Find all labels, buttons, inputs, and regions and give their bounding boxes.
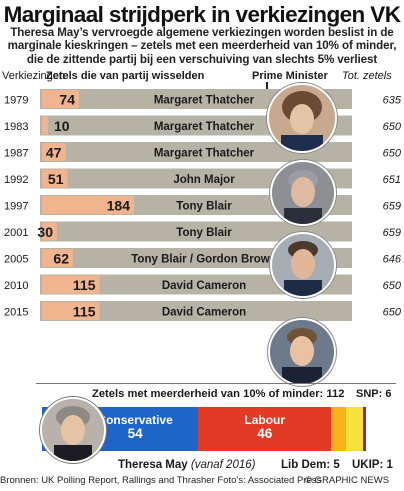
marginal-label: Zetels met meerderheid van 10% of minder… [92,388,344,400]
libdem-value: 5 [333,459,340,471]
bar [42,302,100,320]
pm-label: Margaret Thatcher [154,148,255,160]
year-label: 2005 [4,254,28,266]
libdem-label-text: Lib Dem: [281,459,331,471]
total-label: 650 [383,280,402,292]
header-prime-minister: Prime Minister [252,70,328,82]
value-label: 115 [73,277,96,293]
total-label: 650 [383,121,402,133]
total-label: 659 [383,227,401,239]
value-label: 74 [59,92,75,108]
value-label: 184 [107,198,131,214]
value-label: 30 [37,224,53,240]
theresa-may-since: (vanaf 2016) [190,459,256,471]
source-note: Bronnen: UK Polling Report, Rallings and… [0,475,322,486]
segment-snp [345,407,364,451]
marginal-label-text: Zetels met meerderheid van 10% of minder… [92,388,324,400]
value-label: 10 [54,118,70,134]
pm-label: Tony Blair [176,227,232,239]
total-label: 650 [383,307,402,319]
bar [42,249,73,267]
pm-label: Margaret Thatcher [154,121,255,133]
total-label: 651 [383,174,401,186]
pm-label: John Major [173,174,235,186]
subtitle-line: marginale kieskringen – zetels met een m… [7,39,397,53]
total-label: 646 [383,254,402,266]
theresa-may-portrait [40,397,106,463]
bar-track [40,301,352,321]
pm-label: David Cameron [162,307,246,319]
segment-seats: 46 [257,426,273,441]
segment-party: Labour [244,413,286,427]
year-label: 1987 [4,148,28,160]
pm-label: Margaret Thatcher [154,95,255,107]
segment-label: Conservative 54 [42,413,198,441]
bar [42,116,48,135]
pm-label: David Cameron [162,280,246,292]
bar [42,143,66,161]
pm-label: Tony Blair / Gordon Brown [131,254,276,266]
bar [42,275,100,294]
blair-portrait [270,232,336,298]
thatcher-portrait [267,83,337,153]
segment-ukip [363,407,367,451]
theresa-may-name: Theresa May [118,459,188,471]
header-elections: Verkiezingen [2,70,65,82]
year-label: 1983 [4,121,28,133]
year-label: 1992 [4,174,28,186]
value-label: 62 [53,251,69,267]
credit-note: © GRAPHIC NEWS [305,475,390,486]
segment-seats: 54 [127,426,143,441]
bar [42,169,68,188]
bar [42,196,134,214]
bar-track [40,142,352,162]
total-label: 650 [383,148,402,160]
ukip-label-text: UKIP: [352,459,384,471]
value-label: 47 [46,145,62,161]
header-total-seats: Tot. zetels [342,70,392,82]
value-label: 115 [73,304,96,320]
year-label: 2001 [4,227,28,239]
cameron-portrait [268,318,336,386]
ukip-label: UKIP: 1 [352,459,393,471]
segment-label: Labour 46 [198,413,331,441]
year-label: 1979 [4,95,28,107]
theresa-may-caption: Theresa May (vanaf 2016) [118,459,255,471]
subtitle-line: die de zittende partij bij een verschuiv… [26,52,378,66]
subtitle-line: Theresa May’s vervroegde algemene verkie… [10,26,394,39]
segment-lib-dem [331,407,346,451]
segment-party: Conservative [97,413,173,427]
page-title: Marginaal strijdperk in verkiezingen VK [3,2,401,27]
pm-label: Tony Blair [176,201,232,213]
bar-track [40,221,352,242]
value-label: 51 [48,171,64,187]
ukip-value: 1 [386,459,393,471]
total-label: 659 [383,201,401,213]
libdem-label: Lib Dem: 5 [281,459,340,471]
bar [42,222,57,241]
subtitle: Theresa May’s vervroegde algemene verkie… [4,26,400,66]
snp-label: SNP: 6 [356,388,391,400]
bar [42,90,79,108]
year-label: 2015 [4,307,28,319]
snp-value: 6 [385,388,392,400]
year-label: 1997 [4,201,28,213]
header-seats-changed: Zetels die van partij wisselden [46,70,205,82]
total-label: 635 [383,95,402,107]
snp-label-text: SNP: [356,388,383,400]
marginal-total: 112 [326,388,345,400]
year-label: 2010 [4,280,28,292]
segment-labour: Labour 46 [198,407,332,451]
marginal-divider [36,383,396,384]
major-portrait [270,160,336,226]
